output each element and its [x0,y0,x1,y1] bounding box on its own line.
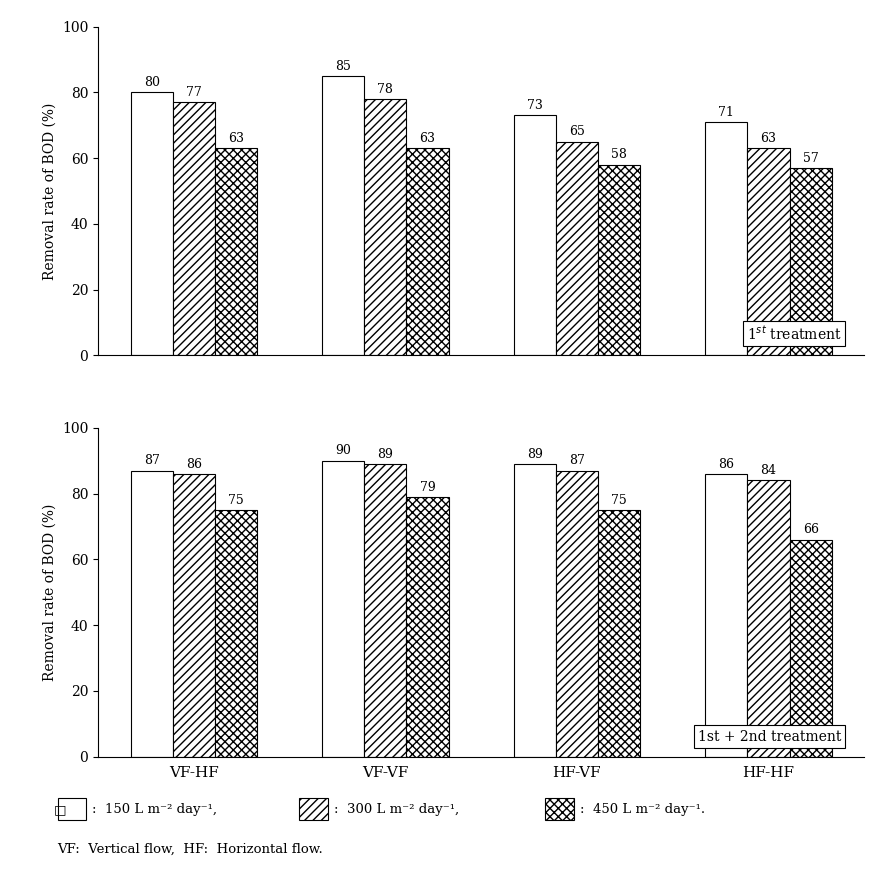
Text: 84: 84 [761,464,776,477]
Bar [556,471,598,757]
Bar [514,115,556,356]
Text: 85: 85 [335,59,351,73]
Bar [545,798,574,820]
Text: □: □ [53,803,66,816]
Bar [323,76,364,356]
Text: 86: 86 [718,458,734,471]
Text: 87: 87 [143,454,159,467]
Text: 87: 87 [569,454,584,467]
Bar [789,168,831,356]
Bar [706,122,748,356]
Text: :  450 L m⁻² day⁻¹.: : 450 L m⁻² day⁻¹. [580,803,705,816]
Bar [131,471,173,757]
Bar [706,473,748,757]
Bar [406,496,448,757]
Text: 80: 80 [143,76,159,89]
Text: 63: 63 [228,132,244,145]
Text: VF:  Vertical flow,  HF:  Horizontal flow.: VF: Vertical flow, HF: Horizontal flow. [58,843,323,856]
Text: 1$^{st}$ treatment: 1$^{st}$ treatment [747,325,841,342]
Bar [556,142,598,356]
Bar [323,461,364,757]
Y-axis label: Removal rate of BOD (%): Removal rate of BOD (%) [43,103,56,280]
Text: 89: 89 [527,448,543,461]
Text: 86: 86 [186,458,201,471]
Text: 79: 79 [420,481,436,494]
Text: 71: 71 [718,105,734,119]
Text: 65: 65 [569,126,584,138]
Text: 89: 89 [378,448,393,461]
Bar [131,92,173,356]
Bar [364,99,406,356]
Bar [299,798,328,820]
Bar [598,510,640,757]
Bar [173,102,215,356]
Text: :  300 L m⁻² day⁻¹,: : 300 L m⁻² day⁻¹, [334,803,459,816]
Text: 63: 63 [420,132,436,145]
Text: 73: 73 [527,99,543,112]
Bar [748,481,789,757]
Bar [215,148,257,356]
Bar [598,165,640,356]
Bar [514,464,556,757]
Bar [173,473,215,757]
Text: 78: 78 [378,82,393,96]
Bar [364,464,406,757]
Bar [215,510,257,757]
Bar [58,798,86,820]
Text: 57: 57 [803,151,819,165]
Text: 90: 90 [335,444,351,458]
Text: :  150 L m⁻² day⁻¹,: : 150 L m⁻² day⁻¹, [92,803,217,816]
Bar [406,148,448,356]
Y-axis label: Removal rate of BOD (%): Removal rate of BOD (%) [43,504,56,681]
Text: 75: 75 [611,494,627,507]
Text: 77: 77 [186,86,201,99]
Bar [789,540,831,757]
Text: 63: 63 [761,132,776,145]
Text: 75: 75 [228,494,244,507]
Text: 1st + 2nd treatment: 1st + 2nd treatment [698,729,841,743]
Text: 66: 66 [803,523,819,536]
Text: 58: 58 [611,149,627,161]
Bar [748,148,789,356]
